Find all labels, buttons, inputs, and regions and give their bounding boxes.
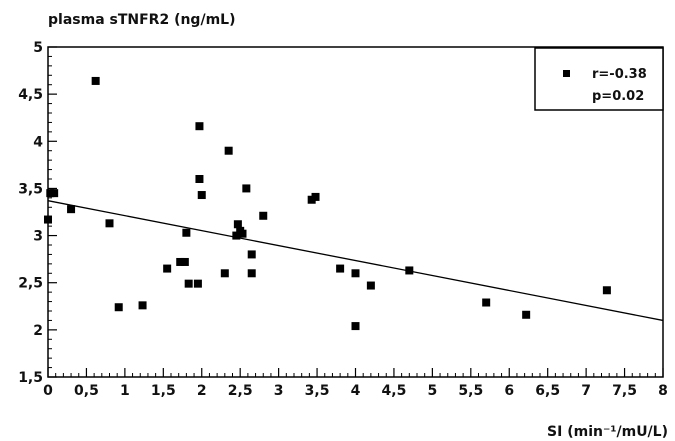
data-point [176, 257, 185, 266]
y-tick-label: 2,5 [18, 276, 43, 292]
y-tick-label: 3 [33, 229, 43, 245]
legend-r-value: r=-0.38 [592, 67, 647, 82]
y-tick-label: 1,5 [18, 370, 43, 386]
data-point [242, 184, 251, 193]
data-point [238, 229, 247, 238]
data-point [247, 250, 256, 259]
y-tick-label: 3,5 [18, 181, 43, 197]
data-point [224, 146, 233, 155]
data-point [44, 215, 52, 224]
y-tick-label: 4,5 [18, 87, 43, 103]
data-point [184, 279, 193, 288]
data-point [482, 298, 491, 307]
data-point [182, 228, 191, 237]
x-tick-label: 1 [120, 383, 130, 399]
x-tick-label: 0,5 [74, 383, 99, 399]
x-axis-title: SI (min⁻¹/mU/L) [547, 424, 668, 440]
y-axis-title: plasma sTNFR2 (ng/mL) [48, 12, 235, 28]
x-tick-label: 3 [274, 383, 284, 399]
x-tick-label: 2 [197, 383, 207, 399]
data-point [247, 269, 256, 278]
data-point [233, 220, 242, 229]
x-tick-label: 3,5 [305, 383, 330, 399]
data-point [366, 281, 375, 290]
legend-box [534, 47, 664, 111]
x-tick-label: 1,5 [151, 383, 176, 399]
x-tick-label: 5 [428, 383, 438, 399]
x-tick-label: 8 [658, 383, 668, 399]
x-tick-label: 2,5 [228, 383, 253, 399]
data-point [195, 122, 204, 131]
y-tick-label: 5 [33, 40, 43, 56]
x-tick-label: 4,5 [382, 383, 407, 399]
x-tick-label: 7 [581, 383, 591, 399]
x-tick-label: 6 [504, 383, 514, 399]
data-point [193, 279, 202, 288]
data-point [195, 175, 204, 183]
data-point [405, 266, 414, 275]
legend: r=-0.38 p=0.02 [534, 47, 664, 111]
data-point [91, 76, 100, 85]
data-point [351, 322, 360, 331]
data-point [114, 303, 123, 312]
x-tick-label: 5,5 [458, 383, 483, 399]
data-point [197, 191, 206, 200]
x-tick-label: 7,5 [612, 383, 637, 399]
data-point [163, 264, 172, 273]
data-point [105, 219, 114, 228]
y-tick-label: 2 [33, 323, 43, 339]
data-point [336, 264, 345, 273]
data-point [259, 211, 268, 220]
data-point [602, 286, 611, 295]
regression-line [47, 200, 664, 322]
x-tick-label: 6,5 [535, 383, 560, 399]
legend-marker [563, 70, 570, 77]
data-point [522, 310, 531, 319]
x-tick-label: 0 [43, 383, 53, 399]
data-point [351, 269, 360, 278]
data-point [220, 269, 229, 278]
data-point [138, 301, 147, 310]
data-point [67, 205, 76, 214]
x-tick-label: 4 [351, 383, 361, 399]
data-point [311, 192, 320, 201]
y-tick-label: 4 [33, 134, 43, 150]
data-point [180, 257, 189, 266]
data-point [232, 231, 241, 240]
legend-p-value: p=0.02 [592, 89, 644, 104]
data-point [50, 189, 59, 198]
